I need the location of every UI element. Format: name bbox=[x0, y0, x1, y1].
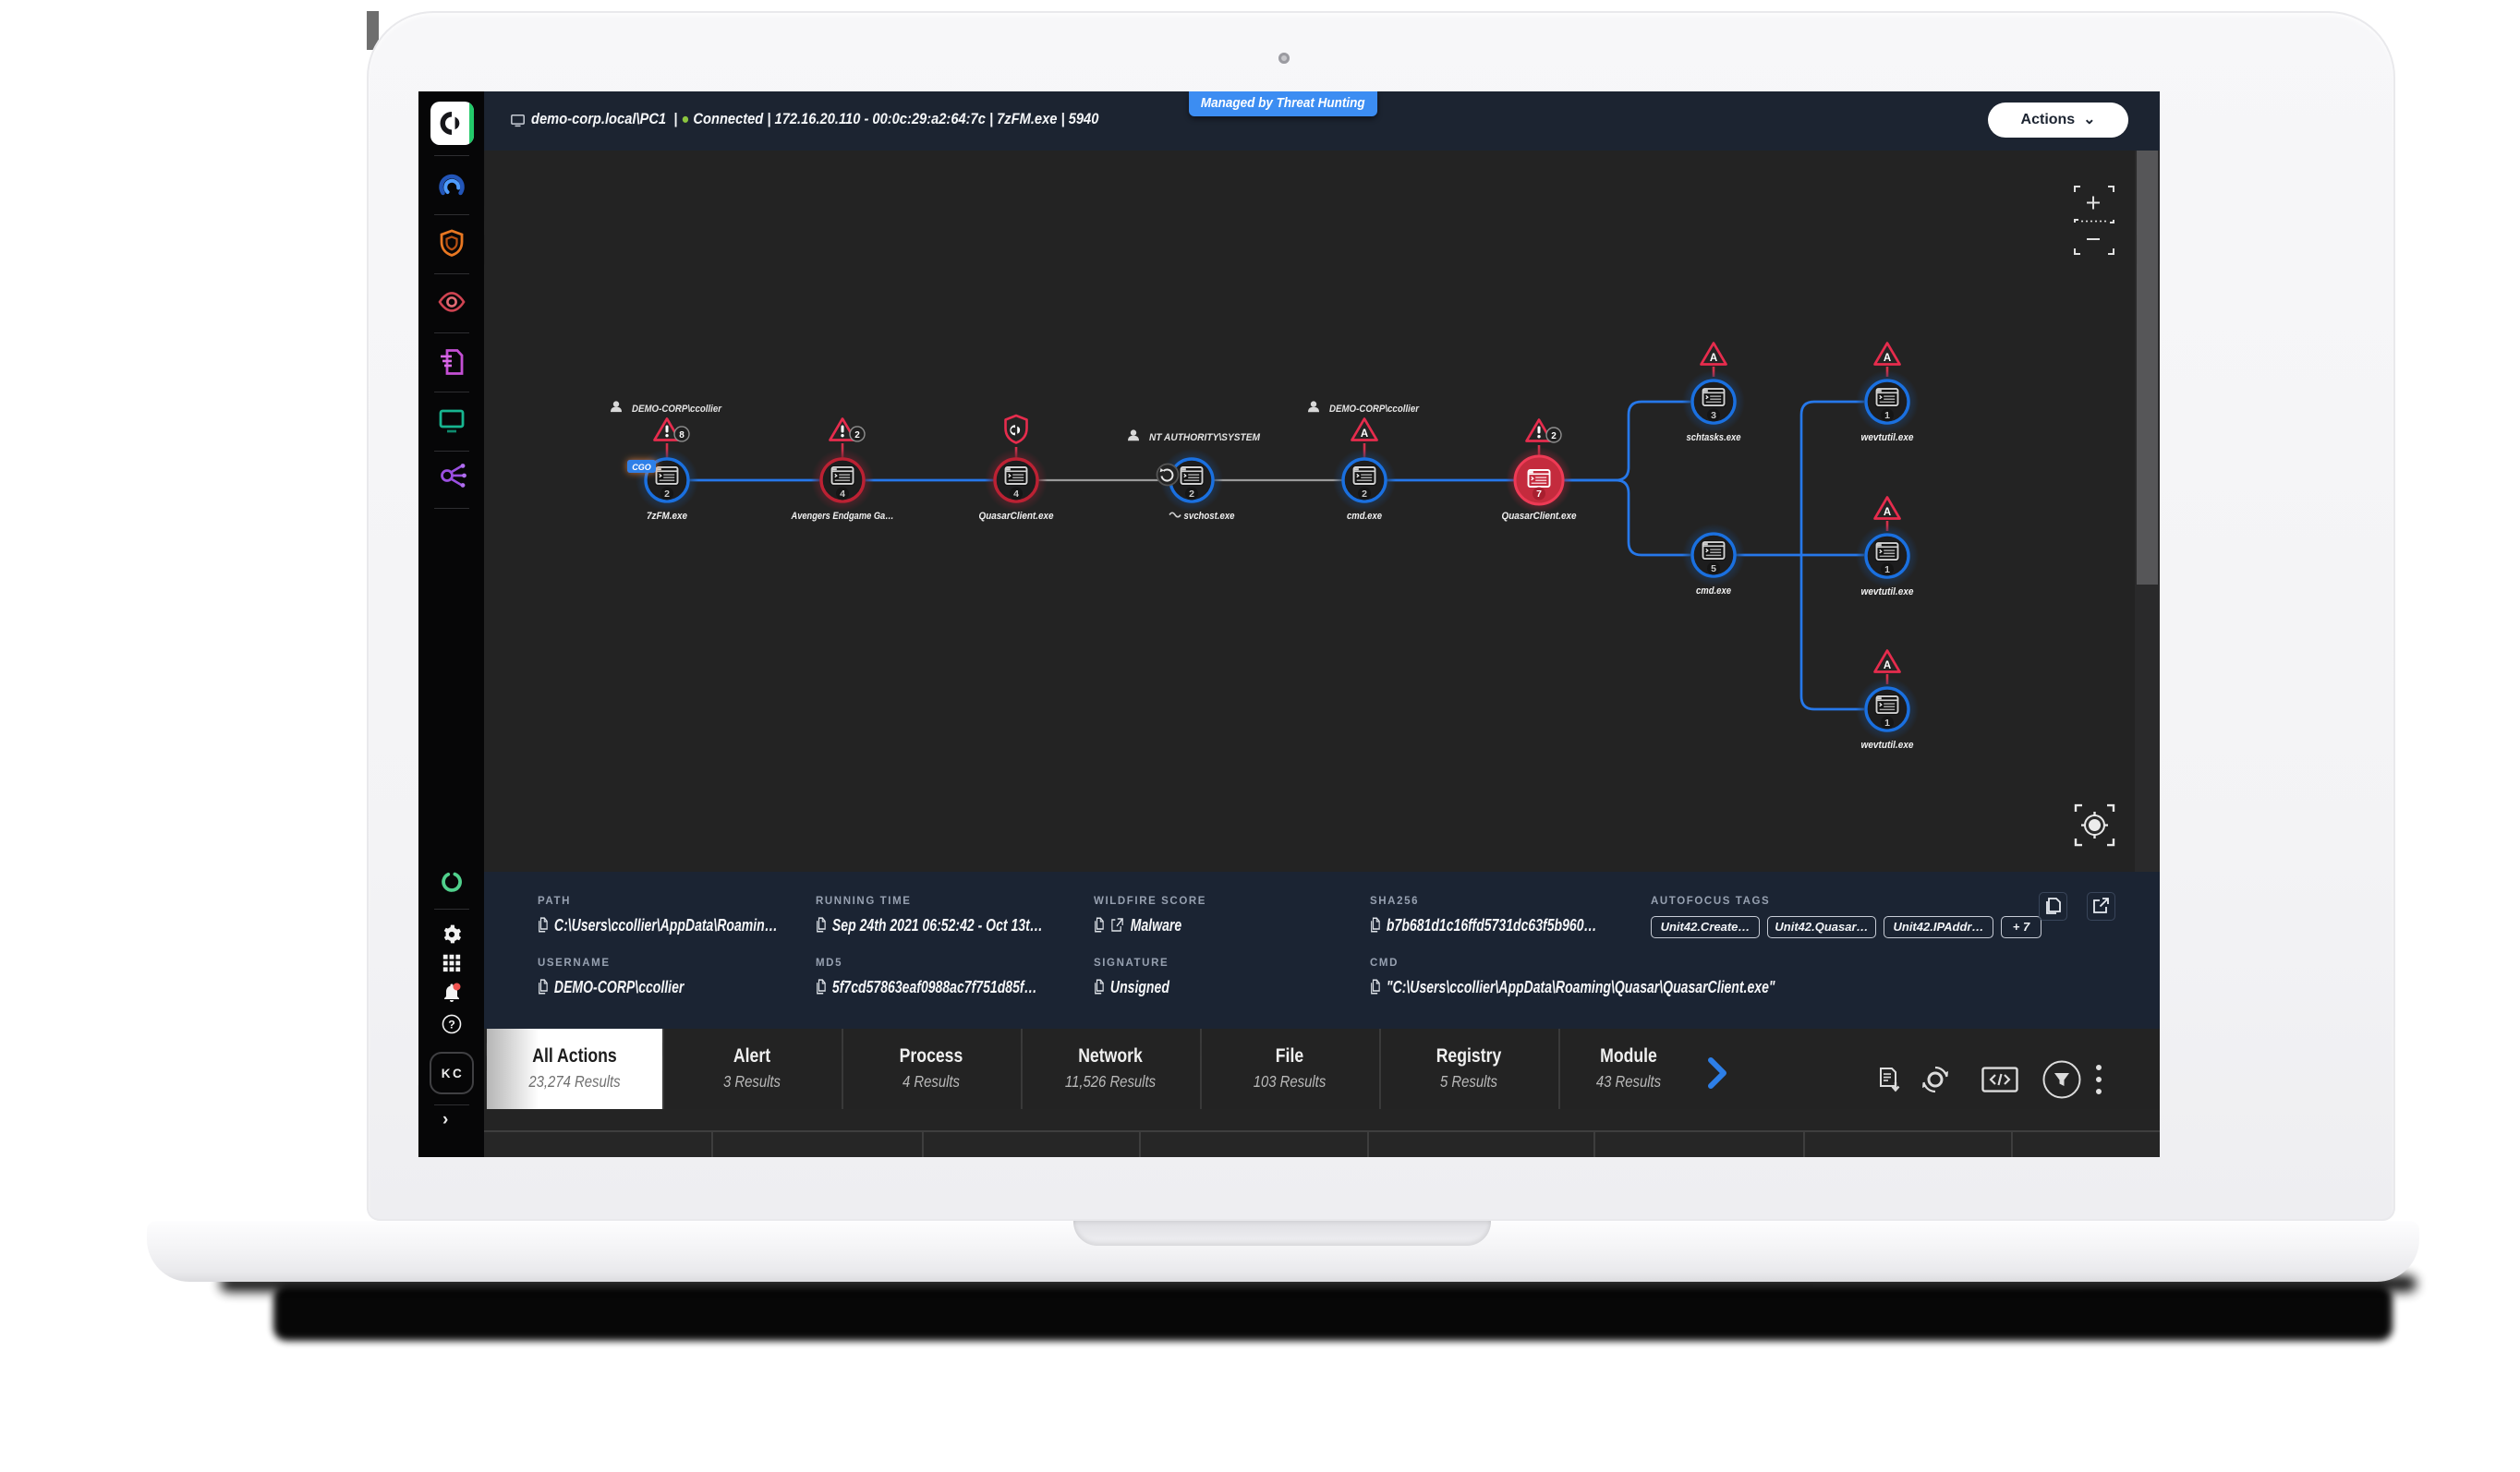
svg-text:cmd.exe: cmd.exe bbox=[1696, 585, 1731, 597]
svg-text:svchost.exe: svchost.exe bbox=[1184, 511, 1235, 522]
svg-text:?: ? bbox=[448, 1018, 455, 1031]
svg-text:7zFM.exe: 7zFM.exe bbox=[647, 511, 687, 522]
svg-text:QuasarClient.exe: QuasarClient.exe bbox=[979, 511, 1054, 522]
svg-text:schtasks.exe: schtasks.exe bbox=[1687, 432, 1741, 443]
svg-text:DEMO-CORP\ccollier: DEMO-CORP\ccollier bbox=[1329, 404, 1420, 415]
svg-text:wevtutil.exe: wevtutil.exe bbox=[1861, 586, 1914, 597]
svg-text:wevtutil.exe: wevtutil.exe bbox=[1861, 432, 1914, 443]
svg-text:7: 7 bbox=[1536, 489, 1542, 500]
svg-text:1: 1 bbox=[1884, 718, 1890, 729]
svg-text:8: 8 bbox=[679, 430, 685, 440]
svg-text:1: 1 bbox=[1884, 564, 1890, 575]
svg-text:4: 4 bbox=[1013, 489, 1019, 500]
svg-text:5: 5 bbox=[1711, 563, 1716, 574]
svg-text:NT AUTHORITY\SYSTEM: NT AUTHORITY\SYSTEM bbox=[1149, 432, 1261, 443]
svg-text:2: 2 bbox=[1362, 489, 1367, 500]
svg-text:cmd.exe: cmd.exe bbox=[1347, 511, 1382, 522]
svg-text:4: 4 bbox=[840, 489, 845, 500]
svg-text:2: 2 bbox=[1189, 489, 1194, 500]
svg-text:3: 3 bbox=[1711, 410, 1716, 421]
svg-text:QuasarClient.exe: QuasarClient.exe bbox=[1502, 511, 1577, 522]
svg-text:CGO: CGO bbox=[632, 463, 651, 472]
svg-text:wevtutil.exe: wevtutil.exe bbox=[1860, 740, 1913, 751]
svg-text:DEMO-CORP\ccollier: DEMO-CORP\ccollier bbox=[632, 404, 722, 415]
svg-text:2: 2 bbox=[1551, 431, 1557, 441]
svg-text:1: 1 bbox=[1884, 410, 1890, 421]
svg-text:2: 2 bbox=[854, 430, 860, 440]
svg-text:2: 2 bbox=[664, 489, 670, 500]
svg-text:Avengers Endgame Ga…: Avengers Endgame Ga… bbox=[791, 511, 894, 522]
